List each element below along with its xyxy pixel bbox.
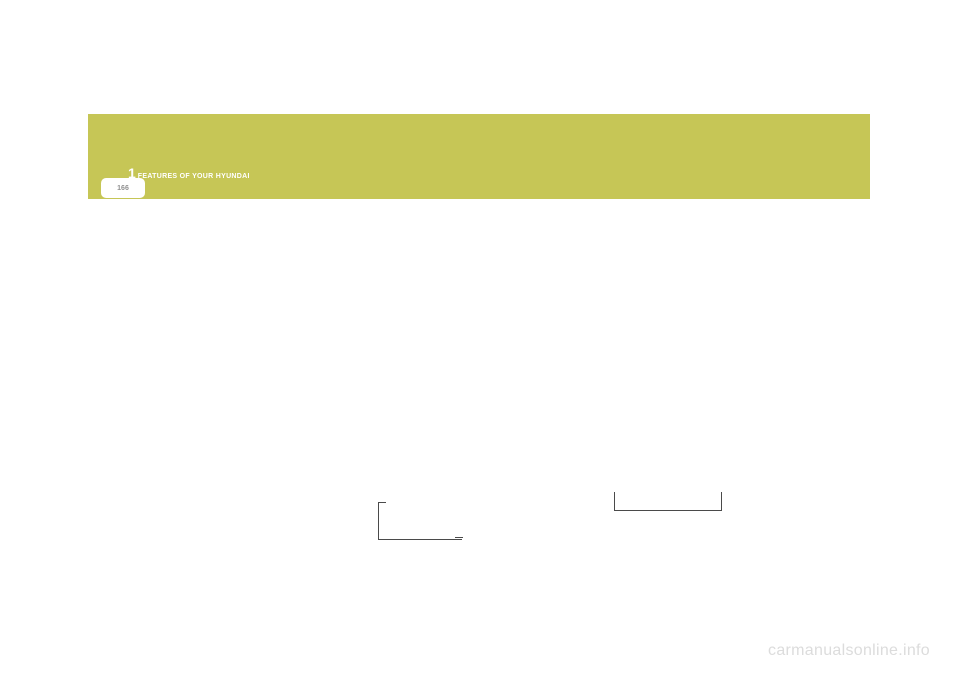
page-container: 1 FEATURES OF YOUR HYUNDAI 166 carmanual… <box>0 0 960 678</box>
header-band <box>88 114 870 199</box>
bracket-left <box>378 502 462 540</box>
bracket-left-right-tick <box>455 537 463 538</box>
header-title: FEATURES OF YOUR HYUNDAI <box>138 173 250 180</box>
page-number: 166 <box>117 185 129 192</box>
bracket-right-left-tick <box>614 492 615 497</box>
bracket-right <box>614 496 722 511</box>
bracket-left-top-tick <box>378 502 386 503</box>
bracket-right-right-tick <box>721 492 722 497</box>
page-number-tab: 166 <box>101 178 145 198</box>
header-text: 1 FEATURES OF YOUR HYUNDAI <box>128 165 250 181</box>
watermark: carmanualsonline.info <box>768 642 930 660</box>
